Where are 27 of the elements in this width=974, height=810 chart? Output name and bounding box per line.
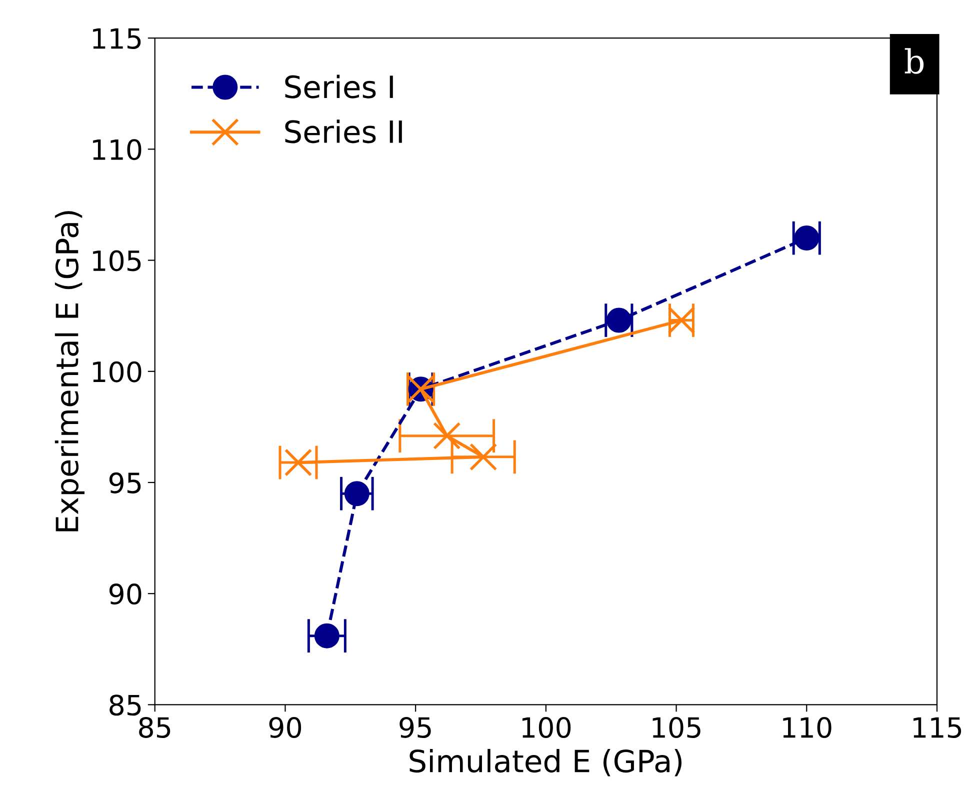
x-tick-label: 100 xyxy=(522,716,571,738)
x-tick-label: 115 xyxy=(914,717,962,738)
x-tick-label: 110 xyxy=(783,716,832,738)
point xyxy=(314,623,340,648)
annotation: b xyxy=(904,48,924,74)
x-tick-label: 90 xyxy=(269,716,302,738)
legend-label: Series II xyxy=(285,120,402,144)
point xyxy=(344,481,370,506)
point xyxy=(284,448,312,476)
point xyxy=(668,306,696,334)
y-tick-label: 85 xyxy=(110,694,141,716)
x-tick-label: 105 xyxy=(652,716,700,738)
y-tick-label: 90 xyxy=(109,584,142,605)
y-tick-label: 110 xyxy=(93,139,142,160)
point xyxy=(794,226,820,251)
y-tick-label: 100 xyxy=(93,361,142,382)
y-tick-label: 95 xyxy=(109,472,141,494)
y-tick-label: 105 xyxy=(93,250,141,272)
x-tick-label: 85 xyxy=(139,716,170,738)
y-axis-title: Experimental E (GPa) xyxy=(54,211,84,532)
y-tick-label: 115 xyxy=(93,28,141,50)
x-axis-title: Simulated E (GPa) xyxy=(410,748,682,776)
point xyxy=(606,308,632,333)
legend-label: Series I xyxy=(285,74,393,98)
x-tick-label: 95 xyxy=(400,716,431,738)
point xyxy=(432,422,461,450)
point xyxy=(469,443,498,471)
